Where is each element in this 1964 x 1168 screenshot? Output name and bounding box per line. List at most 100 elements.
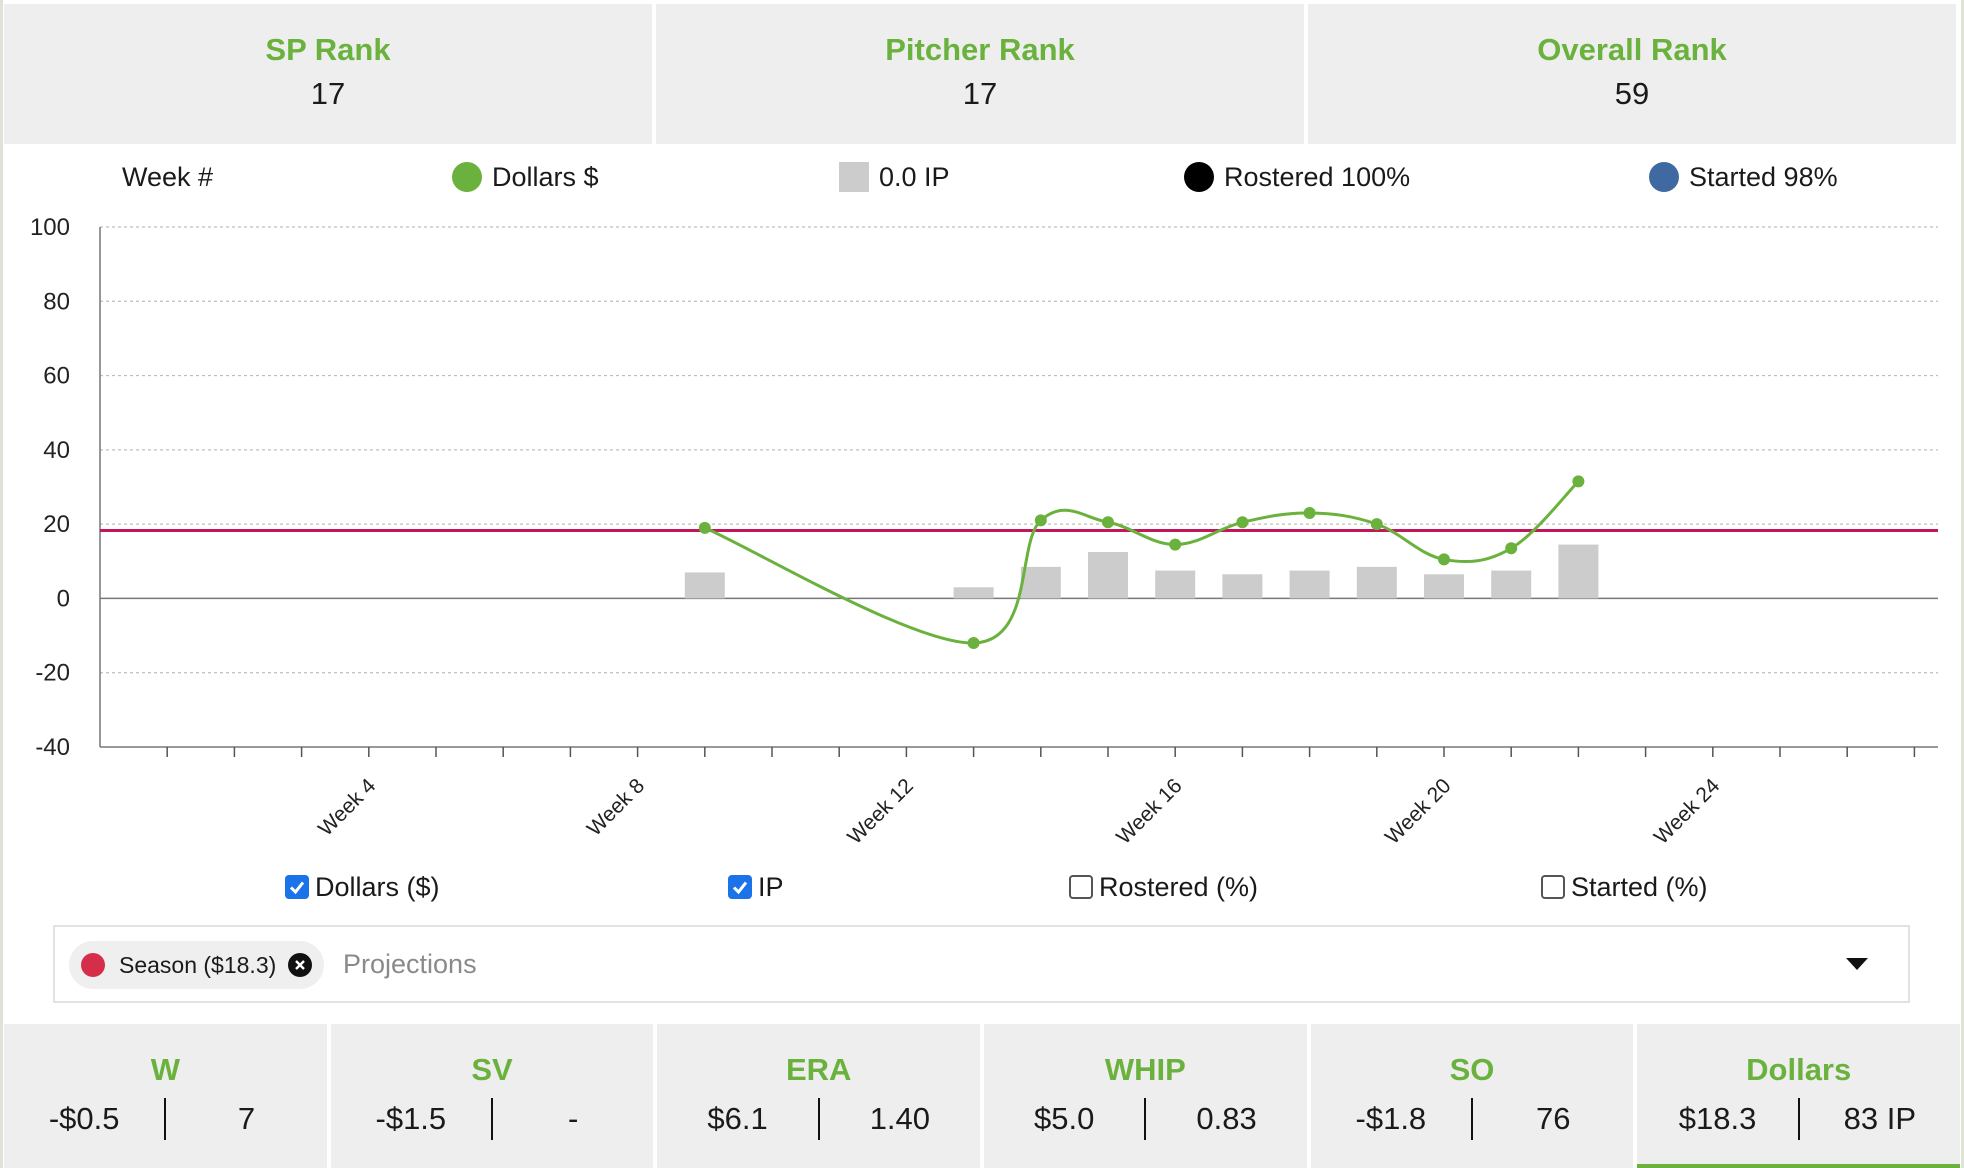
stat-raw-value: 1.40	[869, 1101, 931, 1136]
season-chip[interactable]: Season ($18.3)	[69, 941, 325, 989]
legend-week: Week #	[122, 155, 213, 199]
legend-started-label: Started 98%	[1689, 161, 1838, 192]
y-tick-label: 60	[43, 363, 70, 390]
stat-dollar-value: $5.0	[1034, 1101, 1095, 1136]
legend-dollars-label: Dollars $	[492, 161, 599, 192]
stat-label: ERA	[785, 1052, 852, 1087]
dollars-point	[1572, 475, 1585, 488]
stat-dollar-value: -$0.5	[48, 1101, 120, 1136]
dollars-point	[1505, 542, 1518, 555]
season-chip-label: Season ($18.3)	[119, 951, 277, 978]
stat-row: -$0.5 7	[4, 1096, 327, 1142]
sp-rank-value: 17	[310, 76, 346, 111]
y-tick-label: -20	[35, 660, 70, 687]
black-dot-icon	[1184, 162, 1214, 192]
dollars-point	[1438, 553, 1450, 566]
stat-raw-value: 7	[237, 1101, 256, 1136]
legend-dollars[interactable]: Dollars $	[452, 155, 599, 199]
sp-rank-label: SP Rank	[265, 32, 391, 67]
checkbox-unchecked-icon[interactable]	[1541, 875, 1565, 899]
toggle-rostered[interactable]: Rostered (%)	[1069, 865, 1258, 909]
overall-rank-value: 59	[1614, 76, 1650, 111]
stat-dollar-value: $6.1	[707, 1101, 768, 1136]
stat-raw-value: 0.83	[1196, 1101, 1257, 1136]
stat-card-dollars[interactable]: Dollars $18.3 83 IP	[1637, 1024, 1961, 1168]
stat-row: $18.3 83 IP	[1637, 1096, 1960, 1142]
projection-select[interactable]: Season ($18.3) Projections	[53, 925, 1910, 1003]
toggle-ip[interactable]: IP	[728, 865, 784, 909]
ip-bar	[684, 572, 725, 599]
close-icon[interactable]	[288, 953, 313, 977]
stat-label: W	[150, 1052, 180, 1087]
red-dot-icon	[81, 953, 105, 977]
stat-cards: W -$0.5 7 SV -$1.5 - ERA $6.1 1.40 WHIP …	[4, 1024, 1961, 1168]
sp-rank-card: SP Rank 17	[4, 4, 652, 144]
x-tick-label: Week 24	[1650, 774, 1725, 849]
stat-card-sv[interactable]: SV -$1.5 -	[330, 1024, 654, 1168]
y-tick-label: 20	[43, 511, 70, 538]
series-toggles: Dollars ($) IP Rostered (%) Started (%)	[0, 865, 1964, 909]
gray-square-icon	[839, 162, 869, 192]
legend-rostered[interactable]: Rostered 100%	[1184, 155, 1410, 199]
legend-ip[interactable]: 0.0 IP	[839, 155, 950, 199]
stat-dollar-value: -$1.5	[375, 1101, 447, 1136]
stat-raw-value: -	[568, 1101, 579, 1136]
legend-started[interactable]: Started 98%	[1649, 155, 1838, 199]
stat-raw-value: 76	[1535, 1101, 1571, 1136]
stat-raw-value: 83 IP	[1843, 1101, 1917, 1136]
toggle-dollars[interactable]: Dollars ($)	[285, 865, 440, 909]
rank-cards: SP Rank 17 Pitcher Rank 17 Overall Rank …	[4, 4, 1956, 144]
stat-dollar-value: -$1.8	[1355, 1101, 1427, 1136]
dollars-point	[1102, 516, 1114, 529]
stat-divider	[1797, 1098, 1800, 1140]
stat-card-whip[interactable]: WHIP $5.0 0.83	[984, 1024, 1307, 1168]
legend-ip-label: 0.0 IP	[879, 161, 950, 192]
stat-label: SO	[1449, 1052, 1495, 1087]
x-tick-label: Week 4	[314, 774, 381, 841]
toggle-started-label: Started (%)	[1571, 871, 1708, 902]
checkbox-checked-icon[interactable]	[728, 875, 752, 899]
overall-rank-label: Overall Rank	[1537, 32, 1727, 67]
ip-bar	[1424, 574, 1464, 599]
dollars-point	[1303, 507, 1316, 519]
stat-card-w[interactable]: W -$0.5 7	[4, 1024, 327, 1168]
stat-row: -$1.5 -	[331, 1096, 654, 1142]
stat-card-era[interactable]: ERA $6.1 1.40	[657, 1024, 981, 1168]
stat-dollar-value: $18.3	[1678, 1101, 1757, 1136]
stat-divider	[491, 1098, 494, 1140]
dollars-point	[1370, 518, 1383, 531]
ip-bar	[1155, 570, 1196, 599]
stat-divider	[1471, 1098, 1474, 1140]
dollars-point	[1034, 514, 1047, 527]
projections-placeholder[interactable]: Projections	[343, 948, 477, 979]
y-tick-label: 40	[43, 437, 70, 464]
x-tick-label: Week 12	[843, 774, 918, 849]
ip-bar	[1491, 570, 1532, 599]
chevron-down-icon[interactable]	[1846, 958, 1868, 970]
toggle-rostered-label: Rostered (%)	[1099, 871, 1259, 902]
x-tick-label: Week 20	[1381, 774, 1456, 849]
ip-bar	[1289, 570, 1330, 599]
stat-divider	[164, 1098, 167, 1140]
green-dot-icon	[452, 162, 482, 192]
y-tick-label: -40	[35, 734, 70, 761]
stat-row: $6.1 1.40	[657, 1096, 980, 1142]
checkbox-unchecked-icon[interactable]	[1069, 875, 1093, 899]
toggle-ip-label: IP	[758, 871, 784, 902]
x-tick-label: Week 16	[1112, 774, 1187, 849]
stat-row: $5.0 0.83	[984, 1096, 1307, 1142]
stat-card-so[interactable]: SO -$1.8 76	[1310, 1024, 1634, 1168]
stat-label: SV	[471, 1052, 513, 1087]
toggle-started[interactable]: Started (%)	[1541, 865, 1708, 909]
x-tick-label: Week 8	[583, 774, 649, 840]
legend-rostered-label: Rostered 100%	[1224, 161, 1411, 192]
toggle-dollars-label: Dollars ($)	[315, 871, 440, 902]
chart-legend: Week # Dollars $ 0.0 IP Rostered 100% St…	[0, 155, 1964, 199]
pitcher-rank-label: Pitcher Rank	[885, 32, 1075, 67]
y-tick-label: 80	[43, 288, 70, 315]
stat-label: Dollars	[1746, 1052, 1852, 1087]
ip-bar	[1558, 544, 1599, 599]
checkbox-checked-icon[interactable]	[285, 875, 309, 899]
dollars-point	[967, 637, 980, 649]
